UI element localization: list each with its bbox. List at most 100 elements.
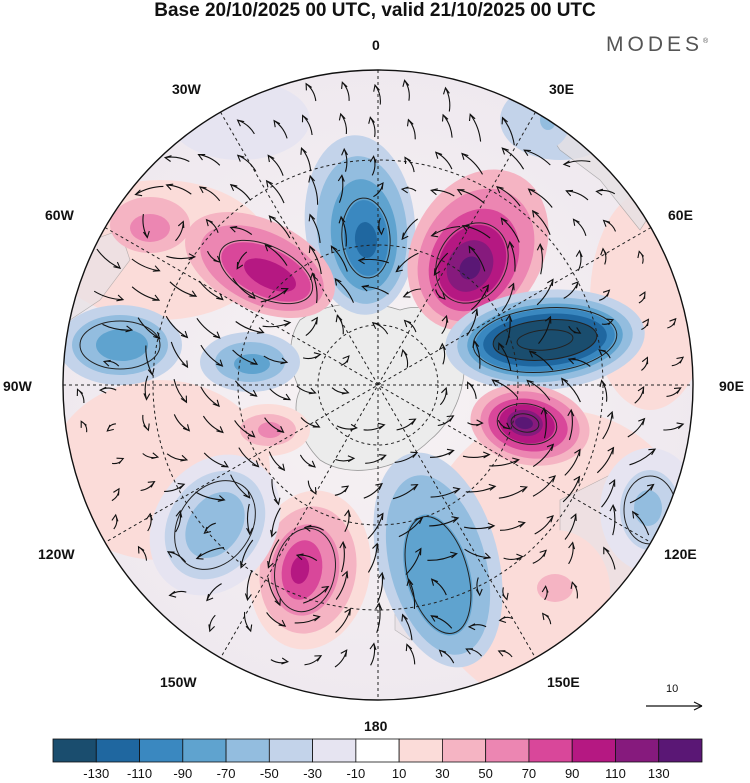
wind-arrow [472, 340, 481, 369]
wind-arrow [536, 242, 544, 275]
wind-arrow [523, 149, 551, 166]
wind-arrow [175, 509, 183, 533]
wind-arrow [541, 585, 549, 601]
wind-arrow [202, 415, 224, 434]
wind-arrow [568, 325, 582, 334]
label-lon-30e: 30E [549, 81, 574, 97]
colorbar-tick-label: 70 [521, 766, 537, 781]
label-lon-150w: 150W [160, 674, 197, 690]
wind-arrow [334, 485, 350, 496]
wind-arrow [567, 357, 591, 367]
wind-arrow [305, 316, 318, 337]
wind-arrow [169, 281, 198, 297]
wind-arrow [403, 319, 417, 333]
colorbar-tick-label: -130 [83, 766, 110, 781]
colorbar-tick-label: 30 [435, 766, 450, 781]
wind-arrow [263, 355, 289, 365]
colorbar-swatch [485, 738, 530, 763]
wind-arrow [396, 418, 417, 431]
wind-arrow [439, 342, 446, 365]
wind-arrow [429, 448, 455, 458]
wind-arrow [296, 385, 317, 395]
wind-arrow [637, 250, 645, 264]
wind-arrow [402, 79, 410, 101]
wind-arrow [270, 657, 290, 665]
wind-arrow [373, 83, 381, 105]
wind-arrow [467, 419, 484, 427]
anomaly-low-north [304, 135, 416, 315]
wind-arrow [166, 551, 187, 563]
wind-arrow [405, 547, 422, 575]
wind-arrow [302, 352, 322, 360]
colorbar-tick-label: -10 [346, 766, 366, 781]
wind-arrow [666, 387, 682, 397]
wind-arrow [434, 151, 453, 170]
wind-arrow [405, 643, 416, 665]
wind-arrow [406, 118, 416, 140]
wind-arrow [532, 443, 555, 468]
wind-arrow [236, 251, 248, 270]
anomaly-low-far-east-core [634, 490, 662, 526]
wind-arrow [465, 483, 497, 493]
wind-arrow [339, 540, 347, 573]
wind-arrow [197, 154, 221, 166]
wind-arrow [300, 146, 312, 172]
colorbar [52, 738, 703, 763]
wind-arrow [600, 247, 608, 265]
wind-arrow [671, 356, 685, 367]
wind-arrow [80, 420, 88, 433]
colorbar-tick-label: -110 [127, 766, 153, 781]
wind-arrow [575, 249, 583, 271]
wind-arrow [300, 417, 321, 428]
wind-arrow [198, 186, 221, 202]
wind-arrow [111, 513, 119, 530]
wind-arrow [367, 542, 379, 573]
wind-arrow [112, 457, 125, 465]
wind-arrow [268, 451, 286, 472]
wind-arrow [629, 483, 655, 504]
wind-arrow [609, 503, 617, 536]
wind-arrow [602, 410, 614, 440]
wind-arrow [641, 318, 650, 331]
wind-arrow [401, 613, 413, 641]
wind-arrow [173, 378, 188, 404]
wind-arrow [337, 174, 345, 203]
reference-vector [646, 701, 703, 711]
wind-arrow [439, 386, 448, 406]
wind-arrow [430, 188, 455, 197]
anomaly-high-ssw [249, 490, 371, 650]
colorbar-swatch [355, 738, 400, 763]
wind-arrow [568, 541, 576, 565]
wind-arrow [236, 154, 257, 172]
wind-arrow [264, 417, 285, 433]
wind-arrow [528, 350, 554, 371]
wind-arrow [246, 503, 254, 536]
anomaly-high-nw-core [244, 258, 296, 292]
wind-arrow [437, 415, 455, 427]
wind-arrow [369, 642, 377, 666]
wind-arrow [570, 581, 578, 599]
wind-arrow [369, 155, 377, 176]
wind-arrow [400, 348, 409, 368]
wind-arrow [195, 547, 225, 560]
colorbar-swatch [312, 738, 357, 763]
wind-arrow [433, 252, 449, 277]
label-lon-150e: 150E [547, 674, 580, 690]
map-field [63, 70, 693, 700]
wind-arrow [206, 583, 222, 602]
wind-arrow [501, 147, 525, 170]
wind-arrow [629, 448, 657, 466]
anomaly-high-nne [407, 169, 549, 331]
wind-arrow [373, 181, 384, 198]
anomaly-high-far-nw-core [130, 214, 170, 242]
wind-arrow [137, 317, 161, 340]
wind-arrow [229, 225, 253, 236]
label-lon-90e: 90E [719, 378, 744, 394]
wind-arrow [632, 510, 650, 536]
wind-arrow [429, 516, 460, 527]
wind-arrow [441, 113, 453, 138]
wind-arrow [462, 451, 491, 459]
wind-arrow [168, 590, 187, 598]
wind-arrow [404, 156, 415, 173]
